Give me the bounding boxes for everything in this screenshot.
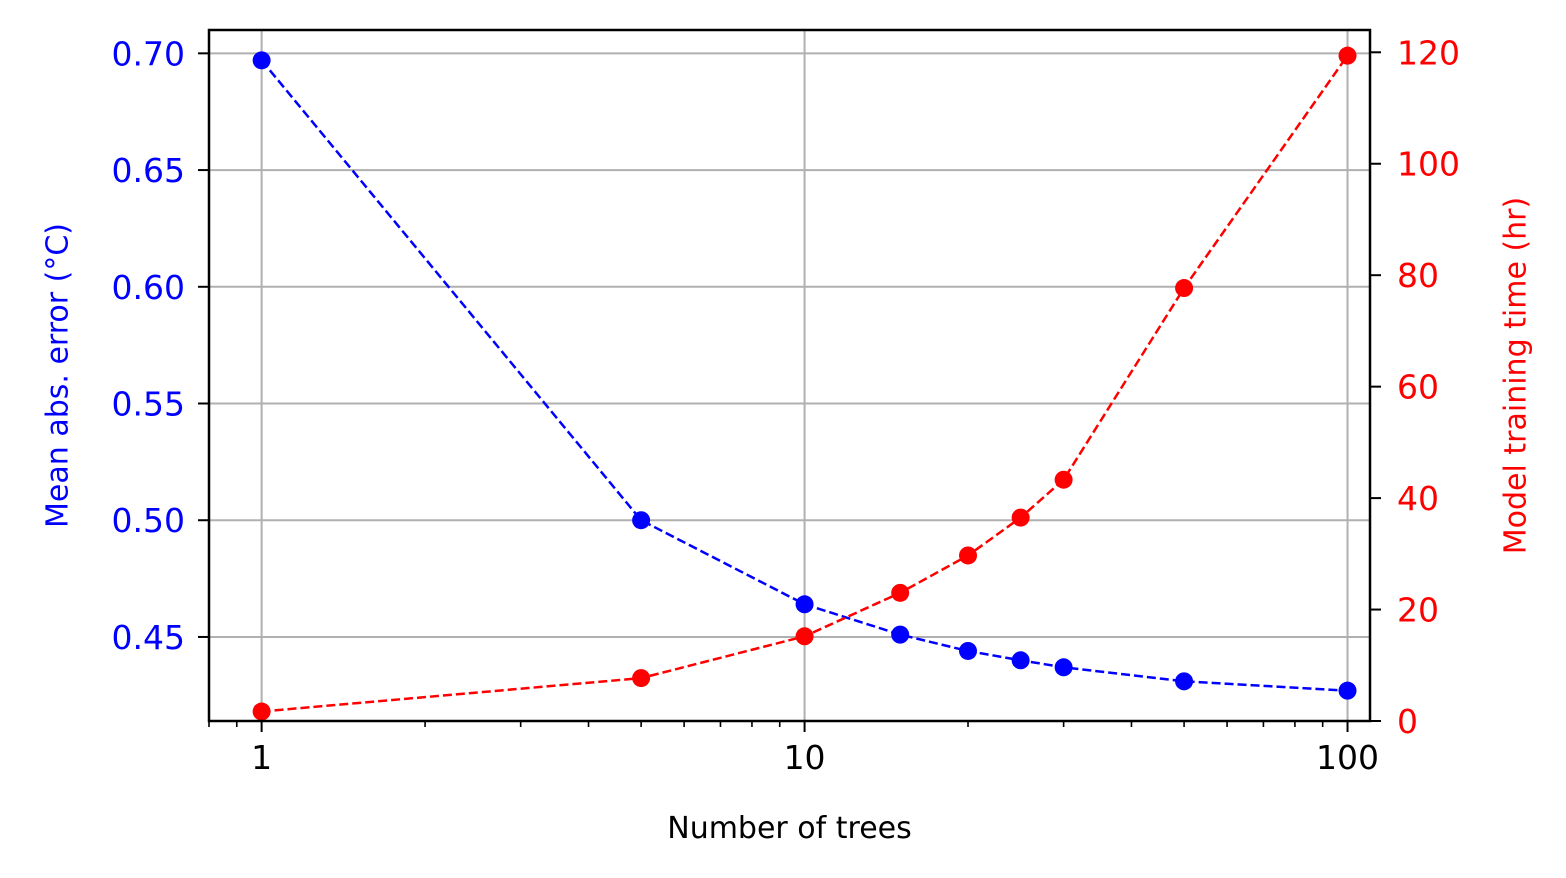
y-right-tick-label: 80 <box>1397 256 1439 295</box>
grid <box>209 30 1370 721</box>
y-left-tick-label: 0.45 <box>112 618 185 657</box>
x-tick-label: 100 <box>1316 738 1379 777</box>
data-point-right <box>959 546 978 565</box>
y-left-tick-label: 0.60 <box>112 268 185 307</box>
y-right-tick-label: 0 <box>1397 702 1418 741</box>
data-point-left <box>891 625 910 644</box>
data-point-right <box>1175 279 1194 298</box>
data-point-right <box>1054 470 1073 489</box>
data-point-left <box>1054 658 1073 677</box>
data-point-right <box>1011 508 1030 527</box>
data-point-right <box>252 702 271 721</box>
data-point-right <box>632 669 651 688</box>
plot-frame <box>207 28 1372 723</box>
y-left-tick-label: 0.55 <box>112 385 185 424</box>
data-point-left <box>959 641 978 660</box>
data-point-left <box>1011 651 1030 670</box>
data-point-right <box>795 627 814 646</box>
y-axis-right-label: Model training time (hr) <box>1499 197 1534 554</box>
plot-points <box>252 46 1357 721</box>
data-point-right <box>891 583 910 602</box>
data-point-left <box>632 511 651 530</box>
data-point-left <box>1175 672 1194 691</box>
y-axis-left-label: Mean abs. error (°C) <box>41 223 76 528</box>
x-tick-label: 10 <box>784 738 826 777</box>
data-point-left <box>252 51 271 70</box>
data-point-left <box>1338 681 1357 700</box>
y-right-tick-label: 20 <box>1397 591 1439 630</box>
y-right-tick-label: 120 <box>1397 33 1460 72</box>
y-axis-left: 0.45 0.50 0.55 0.60 0.65 0.70 <box>112 34 209 657</box>
data-point-left <box>795 595 814 614</box>
y-left-tick-label: 0.65 <box>112 151 185 190</box>
y-left-tick-label: 0.70 <box>112 34 185 73</box>
y-left-tick-label: 0.50 <box>112 501 185 540</box>
x-tick-label: 1 <box>251 738 272 777</box>
x-axis: 1 10 100 <box>208 721 1379 777</box>
data-point-right <box>1338 46 1357 65</box>
y-right-tick-label: 100 <box>1397 145 1460 184</box>
x-axis-label: Number of trees <box>667 811 911 846</box>
y-right-tick-label: 40 <box>1397 479 1439 518</box>
y-axis-right: 0 20 40 60 80 100 120 <box>1370 33 1460 741</box>
y-right-tick-label: 60 <box>1397 368 1439 407</box>
